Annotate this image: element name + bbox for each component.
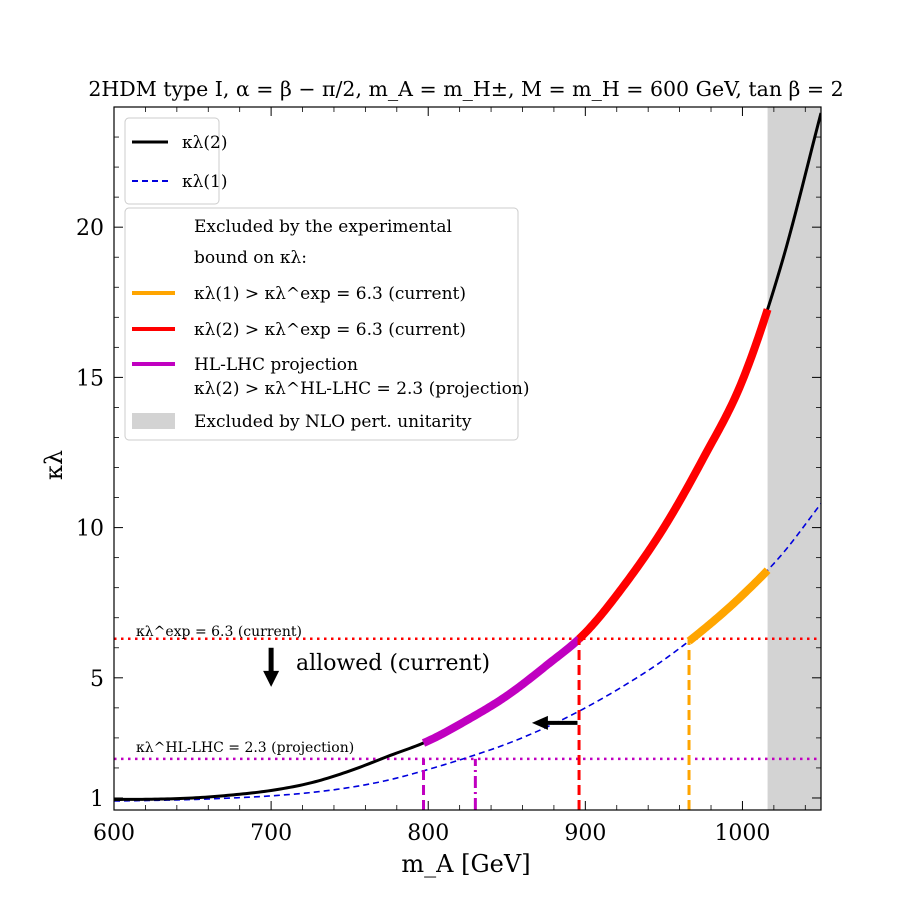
legend-swatch-gray xyxy=(132,413,175,429)
legend-label-k1: κλ(1) xyxy=(182,172,227,192)
legend-label-magenta-2: κλ(2) > κλ^HL-LHC = 2.3 (projection) xyxy=(194,379,529,399)
legend-label-orange: κλ(1) > κλ^exp = 6.3 (current) xyxy=(194,284,466,304)
unitarity-excluded-region xyxy=(767,107,821,810)
highlight-segment-2 xyxy=(686,567,771,645)
legend-label-k2: κλ(2) xyxy=(182,133,227,153)
x-tick-label: 800 xyxy=(407,821,449,846)
x-tick-label: 1000 xyxy=(714,821,770,846)
chart-title: 2HDM type I, α = β − π/2, m_A = m_H±, M … xyxy=(88,77,843,101)
legend-label-red: κλ(2) > κλ^exp = 6.3 (current) xyxy=(194,320,466,340)
plot-frame xyxy=(113,106,822,811)
y-axis-label: κλ xyxy=(40,450,68,480)
y-tick-label: 10 xyxy=(76,517,104,542)
legend-label-magenta: HL-LHC projection xyxy=(194,355,358,375)
legend-label-gray: Excluded by NLO pert. unitarity xyxy=(194,412,472,432)
y-tick-label: 15 xyxy=(76,366,104,391)
y-tick-label: 5 xyxy=(90,667,104,692)
hline-label-exp: κλ^exp = 6.3 (current) xyxy=(136,624,302,640)
legend-box-2: Excluded by the experimental bound on κλ… xyxy=(124,207,529,441)
legend-box-1: κλ(2) κλ(1) xyxy=(124,117,227,205)
x-tick-label: 600 xyxy=(93,821,135,846)
y-tick-label: 1 xyxy=(90,787,104,812)
x-tick-label: 900 xyxy=(564,821,606,846)
x-axis-label: m_A [GeV] xyxy=(401,850,530,878)
plot-area xyxy=(114,112,821,810)
highlight-segment-1 xyxy=(576,308,772,642)
legend-header-line2: bound on κλ: xyxy=(194,248,307,268)
allowed-arrow-head xyxy=(263,670,280,687)
left-arrow-head xyxy=(531,715,548,730)
x-tick-label: 700 xyxy=(250,821,292,846)
hline-label-hl: κλ^HL-LHC = 2.3 (projection) xyxy=(136,740,354,756)
y-tick-label: 20 xyxy=(76,216,104,241)
legend-header-line1: Excluded by the experimental xyxy=(194,217,452,237)
highlight-segment-0 xyxy=(421,635,582,747)
allowed-annotation: allowed (current) xyxy=(296,651,490,676)
